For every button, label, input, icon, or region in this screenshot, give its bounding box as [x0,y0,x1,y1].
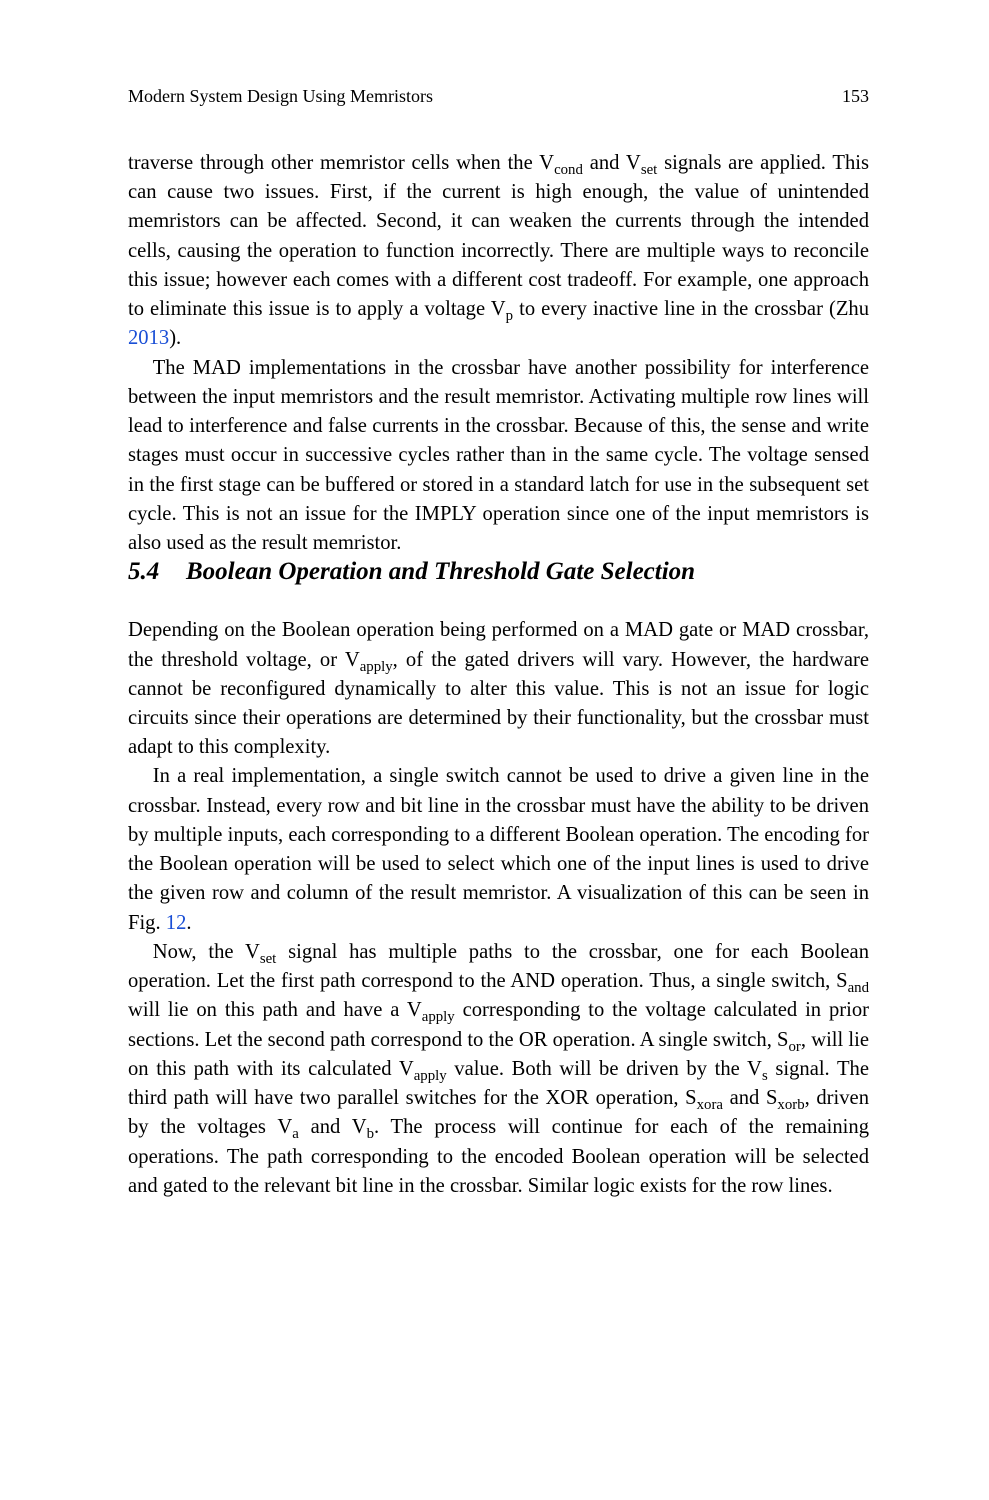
paragraph-4: In a real implementation, a single switc… [128,762,869,937]
citation-link[interactable]: 2013 [128,327,169,349]
page-header: Modern System Design Using Memristors 15… [128,86,869,107]
figure-link[interactable]: 12 [166,912,187,934]
subscript: cond [554,162,583,178]
subscript: xorb [777,1097,804,1113]
page-number: 153 [842,86,869,107]
section-heading: 5.4Boolean Operation and Threshold Gate … [128,558,869,586]
subscript: apply [422,1009,455,1025]
running-title: Modern System Design Using Memristors [128,86,433,107]
subscript: set [260,951,276,967]
section-title: Boolean Operation and Threshold Gate Sel… [186,558,695,585]
paragraph-5: Now, the Vset signal has multiple paths … [128,938,869,1201]
subscript: apply [360,659,393,675]
subscript: a [292,1126,299,1142]
paragraph-2: The MAD implementations in the crossbar … [128,354,869,559]
subscript: and [848,980,869,996]
subscript: p [506,308,513,324]
subscript: xora [697,1097,723,1113]
subscript: set [641,162,657,178]
subscript: apply [414,1068,447,1084]
paragraph-3: Depending on the Boolean operation being… [128,616,869,762]
subscript: b [367,1126,374,1142]
section-number: 5.4 [128,558,186,586]
paragraph-1: traverse through other memristor cells w… [128,149,869,354]
subscript: or [789,1039,801,1055]
page-container: Modern System Design Using Memristors 15… [0,0,989,1201]
